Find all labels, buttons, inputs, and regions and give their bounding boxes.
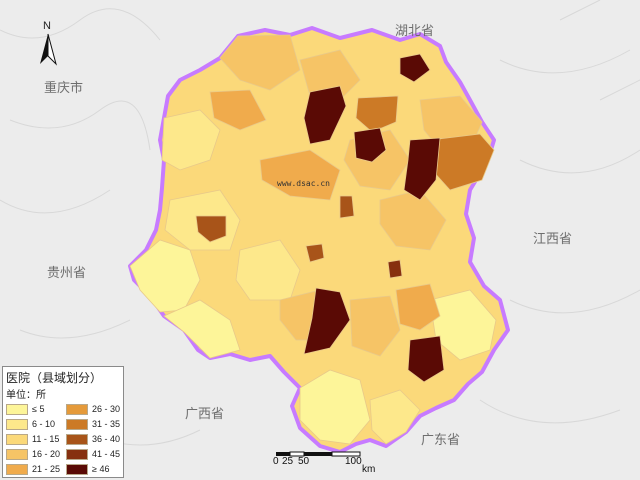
- county-region: [305, 243, 325, 263]
- legend-swatch: [6, 418, 28, 430]
- label-jiangxi: 江西省: [533, 232, 573, 247]
- legend-item: 21 - 25: [6, 463, 60, 475]
- county-region: [353, 127, 387, 163]
- county-region: [387, 259, 403, 279]
- legend-label: 31 - 35: [92, 419, 121, 429]
- scale-unit: km: [362, 464, 376, 475]
- legend-swatch: [6, 448, 28, 460]
- county-region: [403, 137, 441, 201]
- legend-swatch: [66, 418, 88, 430]
- legend-swatch: [66, 448, 88, 460]
- legend-unit: 单位：所: [6, 390, 46, 401]
- legend-item: ≤ 5: [6, 403, 44, 415]
- legend-swatch: [66, 463, 88, 475]
- county-region: [259, 149, 341, 201]
- county-region: [303, 287, 351, 355]
- legend-title: 医院（县域划分）: [6, 371, 103, 385]
- legend-label: 21 - 25: [32, 464, 61, 474]
- label-hubei: 湖北省: [395, 24, 435, 39]
- county-region: [355, 95, 399, 133]
- scale-tick-0: 0: [273, 456, 279, 467]
- legend-swatch: [6, 433, 28, 445]
- legend-item: 41 - 45: [66, 448, 120, 460]
- county-region: [161, 109, 221, 171]
- county-region: [163, 299, 241, 359]
- legend-label: ≥ 46: [92, 464, 110, 474]
- legend-item: 26 - 30: [66, 403, 120, 415]
- county-region: [209, 89, 267, 131]
- legend-item: ≥ 46: [66, 463, 109, 475]
- county-region: [407, 335, 445, 383]
- scale-bar: 0 25 50 100 km: [270, 450, 378, 476]
- legend-label: 36 - 40: [92, 434, 121, 444]
- county-region: [395, 283, 441, 331]
- north-label: N: [43, 20, 51, 32]
- legend-panel: 医院（县域划分） 单位：所 ≤ 5 6 - 10 11 - 15 16 - 20 21 …: [2, 366, 124, 478]
- legend-item: 36 - 40: [66, 433, 120, 445]
- legend-swatch: [6, 463, 28, 475]
- label-guangdong: 广东省: [421, 433, 461, 448]
- legend-swatch: [66, 403, 88, 415]
- scale-tick-50: 50: [298, 456, 310, 467]
- legend-item: 11 - 15: [6, 433, 59, 445]
- legend-label: 11 - 15: [32, 434, 60, 444]
- county-patches: [129, 34, 497, 445]
- legend-label: 41 - 45: [92, 449, 121, 459]
- north-arrow-icon: [40, 33, 57, 66]
- legend-label: ≤ 5: [32, 404, 45, 414]
- county-region: [399, 53, 431, 83]
- county-region: [339, 195, 355, 219]
- scale-tick-25: 25: [282, 456, 294, 467]
- legend-item: 31 - 35: [66, 418, 120, 430]
- legend-item: 6 - 10: [6, 418, 55, 430]
- scale-tick-100: 100: [345, 456, 362, 467]
- legend-label: 16 - 20: [32, 449, 61, 459]
- legend-swatch: [6, 403, 28, 415]
- legend-swatch: [66, 433, 88, 445]
- county-region: [219, 34, 301, 91]
- watermark: www.dsac.cn: [277, 179, 330, 188]
- county-region: [299, 49, 361, 101]
- county-region: [369, 389, 421, 445]
- scale-bar-graphic: [276, 451, 361, 457]
- legend-label: 26 - 30: [92, 404, 121, 414]
- county-region: [129, 239, 201, 313]
- legend-label: 6 - 10: [32, 419, 56, 429]
- label-guangxi: 广西省: [185, 407, 225, 422]
- legend-item: 16 - 20: [6, 448, 60, 460]
- county-region: [195, 215, 227, 243]
- county-region: [303, 85, 347, 145]
- label-guizhou: 贵州省: [47, 266, 87, 281]
- label-chongqing: 重庆市: [44, 81, 84, 96]
- county-region: [299, 369, 371, 445]
- county-region: [349, 295, 401, 357]
